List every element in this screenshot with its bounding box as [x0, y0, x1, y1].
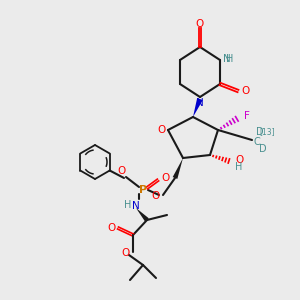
Text: C: C — [254, 137, 260, 147]
Text: O: O — [241, 86, 249, 96]
Text: O: O — [118, 166, 126, 176]
Text: D: D — [259, 144, 267, 154]
Text: D: D — [256, 127, 264, 137]
Polygon shape — [193, 98, 203, 117]
Text: O: O — [196, 19, 204, 29]
Text: O: O — [152, 191, 160, 201]
Text: H: H — [124, 200, 132, 210]
Text: H: H — [226, 54, 234, 64]
Text: O: O — [107, 223, 115, 233]
Text: F: F — [244, 111, 250, 121]
Text: [13]: [13] — [259, 128, 275, 136]
Text: N: N — [196, 98, 204, 108]
Text: O: O — [235, 155, 243, 165]
Text: N: N — [132, 201, 140, 211]
Text: O: O — [121, 248, 129, 258]
Polygon shape — [173, 158, 183, 179]
Text: N: N — [223, 54, 231, 64]
Polygon shape — [136, 208, 149, 222]
Text: O: O — [161, 173, 169, 183]
Text: P: P — [139, 185, 147, 195]
Text: O: O — [157, 125, 165, 135]
Text: H: H — [235, 162, 243, 172]
